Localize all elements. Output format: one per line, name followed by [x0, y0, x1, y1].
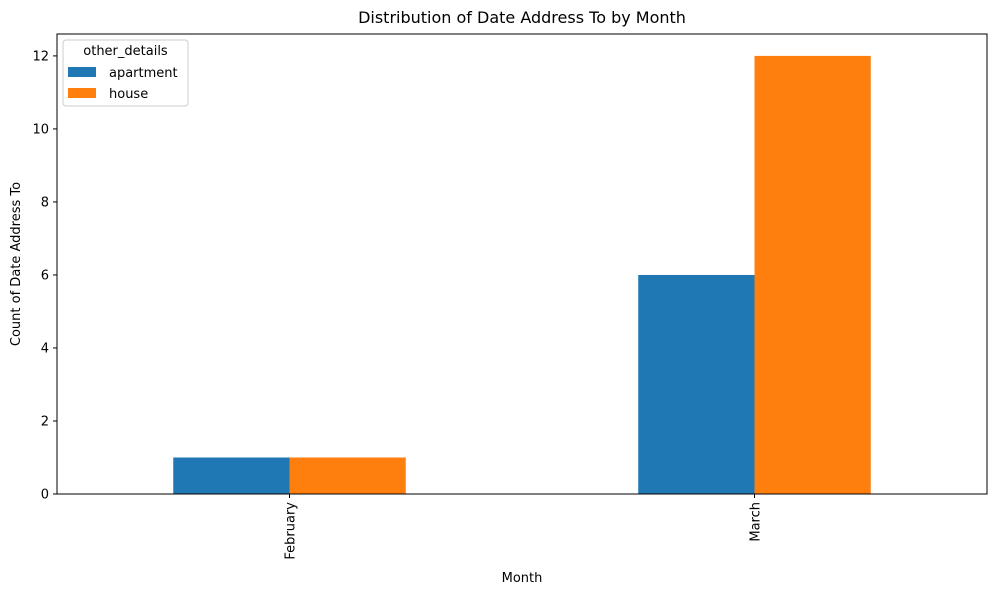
- legend-title: other_details: [83, 44, 168, 59]
- y-axis-ticks: 0 2 4 6 8 10 12: [32, 49, 57, 503]
- chart-title: Distribution of Date Address To by Month: [358, 8, 686, 27]
- y-tick-label: 10: [32, 122, 49, 137]
- bar-apartment-february: [173, 457, 290, 494]
- legend-swatch-apartment: [68, 67, 96, 77]
- y-tick-label: 8: [41, 195, 49, 210]
- x-axis-label: Month: [502, 571, 543, 586]
- legend-swatch-house: [68, 88, 96, 98]
- y-tick-label: 2: [41, 414, 49, 429]
- legend-items: apartment house: [68, 66, 178, 102]
- x-axis-ticks: February March: [284, 494, 764, 560]
- bar-house-february: [289, 457, 406, 494]
- x-tick-label: March: [749, 502, 764, 542]
- bar-house-march: [754, 55, 871, 495]
- legend-label-apartment: apartment: [109, 66, 178, 81]
- plot-frame: [56, 33, 988, 495]
- x-tick-label: February: [284, 502, 299, 560]
- bar-apartment-march: [638, 274, 755, 494]
- y-axis-label: Count of Date Address To: [9, 182, 24, 346]
- legend-label-house: house: [109, 87, 148, 102]
- y-tick-label: 4: [41, 341, 49, 356]
- y-tick-label: 0: [41, 488, 49, 503]
- y-tick-label: 6: [41, 268, 49, 283]
- legend: other_details apartment house: [62, 39, 189, 107]
- y-tick-label: 12: [32, 49, 49, 64]
- bars-layer: [173, 55, 871, 495]
